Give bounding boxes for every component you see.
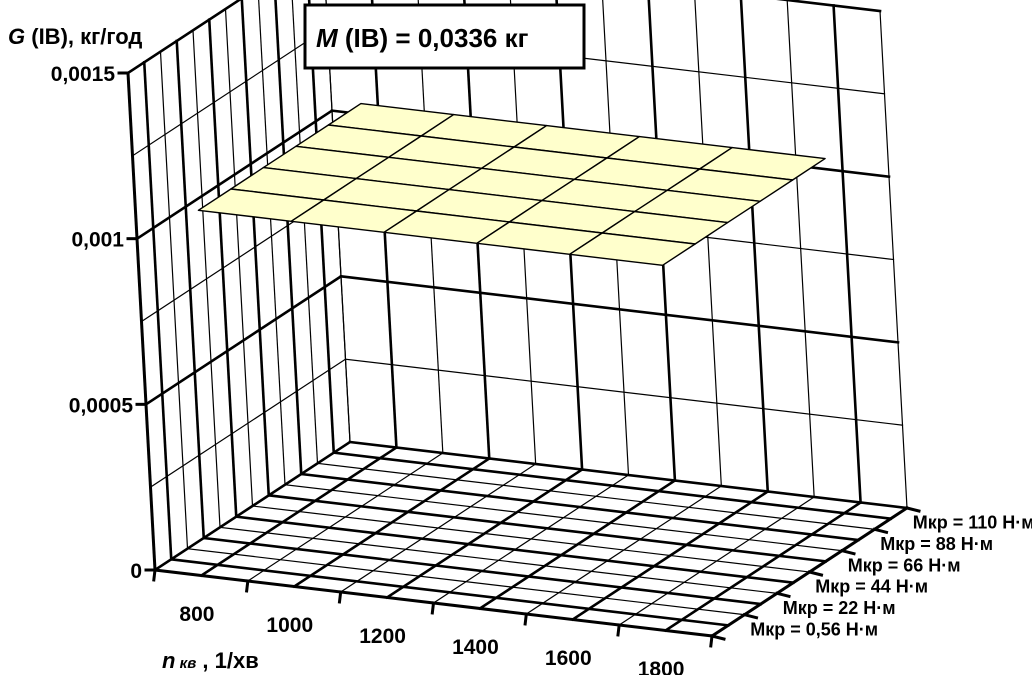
x-tick-mark: [523, 612, 528, 626]
depth-tick-mark: [742, 612, 759, 620]
floor-gridline: [332, 451, 893, 521]
x-tick-mark: [152, 568, 157, 582]
floor-gridline: [267, 493, 828, 563]
x-axis-label: n кв , 1/хв: [162, 648, 259, 673]
x-tick-mark: [430, 601, 436, 615]
depth-tick-mark: [840, 548, 856, 556]
value-axis-line: [126, 71, 157, 572]
y-tick-label: 0,0015: [51, 63, 116, 86]
depth-tick-mark: [775, 591, 791, 599]
floor-gridline: [349, 441, 908, 509]
x-tick-mark: [616, 623, 621, 637]
y-axis-label: G (IB), кг/год: [8, 24, 142, 49]
depth-tick-label: Мкр = 44 Н·м: [815, 577, 928, 597]
data-surface: [197, 102, 826, 266]
y-tick-label: 0,0005: [69, 394, 134, 417]
y-tick-label: 0: [130, 560, 142, 583]
x-tick-label: 1400: [452, 636, 499, 659]
x-tick-label: 800: [179, 603, 214, 626]
x-tick-label: 1200: [359, 625, 406, 648]
floor-gridline: [299, 472, 860, 542]
depth-tick-label: Мкр = 110 Н·м: [913, 513, 1032, 533]
x-tick-mark: [244, 579, 250, 593]
x-tick-mark: [337, 590, 343, 604]
floor-gridline: [169, 557, 730, 627]
svg-text:M (IB) = 0,0336 кг: M (IB) = 0,0336 кг: [316, 23, 529, 53]
depth-tick-label: Мкр = 88 Н·м: [880, 534, 993, 554]
tick-labels: 0 0,0005 0,001 0,0015 800 1000 1200 1400 1600 180…: [51, 63, 1032, 675]
depth-tick-mark: [905, 506, 921, 513]
x-tick-label: 1800: [638, 658, 685, 675]
y-tick-label: 0,001: [71, 229, 124, 252]
back-wall-gridline: [344, 358, 904, 426]
floor-gridline: [251, 505, 811, 573]
floor-gridline: [234, 515, 795, 585]
back-wall-gridline: [339, 274, 900, 344]
floor-gridline: [284, 484, 843, 552]
side-wall-gridline: [144, 274, 343, 407]
depth-tick-label: Мкр = 66 Н·м: [848, 555, 961, 575]
side-wall-gridline: [240, 0, 271, 497]
depth-tick-mark: [807, 570, 824, 577]
title-box: M (IB) = 0,0336 кг: [303, 3, 586, 70]
x-tick-label: 1000: [266, 614, 313, 637]
chart-walls: [126, 0, 909, 637]
depth-tick-label: Мкр = 0,56 Н·м: [750, 619, 878, 639]
depth-tick-mark: [710, 634, 726, 641]
back-wall-gridline: [739, 0, 770, 493]
floor-gridline: [202, 536, 763, 606]
side-wall-gridline: [135, 108, 334, 241]
floor-gridline: [186, 548, 746, 616]
side-wall-gridline: [131, 27, 329, 157]
chart-axes: [117, 71, 921, 648]
floor-gridline: [219, 526, 778, 594]
depth-tick-label: Мкр = 22 Н·м: [783, 598, 896, 618]
side-wall-gridline: [149, 358, 347, 488]
side-wall-gridline: [126, 0, 242, 75]
depth-tick-mark: [872, 527, 889, 535]
x-tick-mark: [709, 634, 714, 648]
x-tick-label: 1600: [545, 647, 592, 670]
surface-patch: [569, 232, 696, 266]
floor-gridline: [316, 462, 876, 530]
